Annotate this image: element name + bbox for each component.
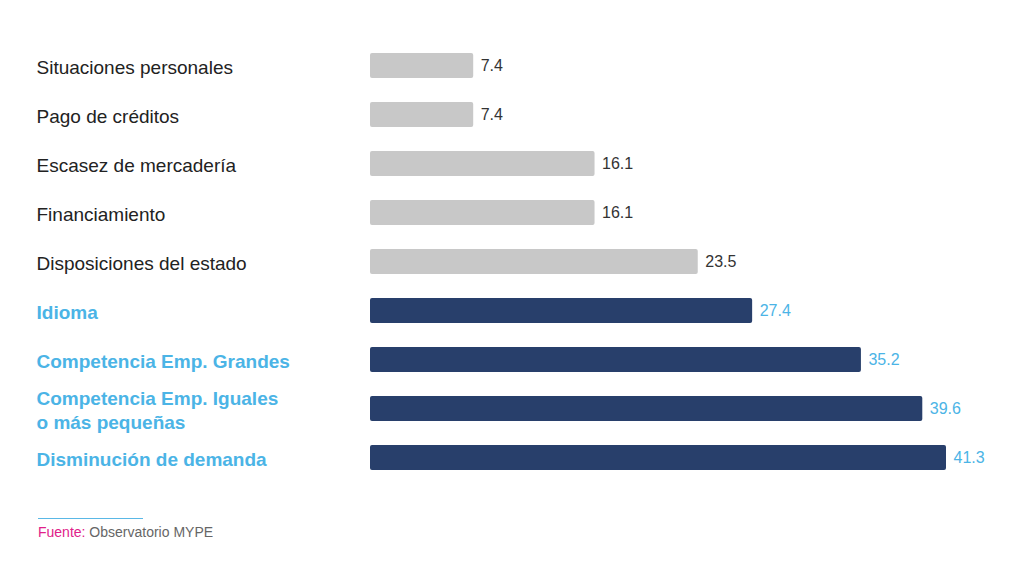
svg-text:39.6: 39.6 [930, 400, 961, 417]
svg-text:Competencia Emp. Grandes: Competencia Emp. Grandes [37, 351, 290, 372]
svg-text:Disminución de demanda: Disminución de demanda [37, 449, 268, 470]
svg-text:41.3: 41.3 [954, 449, 985, 466]
svg-text:Pago de créditos: Pago de créditos [37, 106, 180, 127]
svg-text:Disposiciones del estado: Disposiciones del estado [37, 253, 247, 274]
svg-text:16.1: 16.1 [602, 204, 633, 221]
svg-text:7.4: 7.4 [481, 57, 503, 74]
html-text:Fuente: Observatorio MYPE: Fuente: Observatorio MYPE [38, 524, 214, 540]
svg-text:16.1: 16.1 [602, 155, 633, 172]
svg-text:Situaciones personales: Situaciones personales [37, 57, 233, 78]
svg-text:Competencia Emp. Igualeso más: Competencia Emp. Igualeso más pequeñas [37, 388, 279, 434]
svg-text:Financiamiento: Financiamiento [37, 204, 166, 225]
svg-text:23.5: 23.5 [705, 253, 736, 270]
svg-text:7.4: 7.4 [481, 106, 503, 123]
svg-text:35.2: 35.2 [868, 351, 899, 368]
svg-text:27.4: 27.4 [760, 302, 791, 319]
svg-text:Escasez de mercadería: Escasez de mercadería [37, 155, 237, 176]
svg-text:Idioma: Idioma [37, 302, 99, 323]
